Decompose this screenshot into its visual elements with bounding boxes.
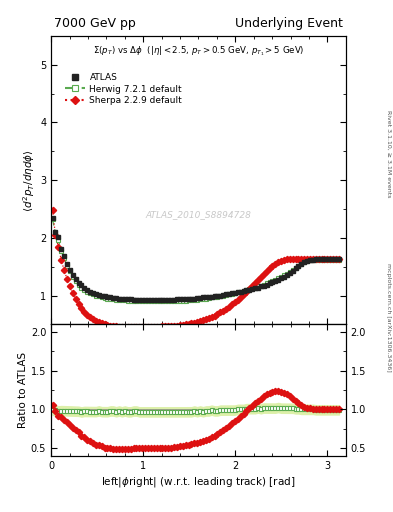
- Sherpa 2.2.9 default: [105, 322, 110, 328]
- Sherpa 2.2.9 default: [224, 306, 228, 312]
- Text: $\Sigma(p_T)$ vs $\Delta\phi$  ($|\eta| < 2.5$, $p_T > 0.5$ GeV, $p_{T_1} > 5$ G: $\Sigma(p_T)$ vs $\Delta\phi$ ($|\eta| <…: [93, 45, 304, 58]
- Sherpa 2.2.9 default: [316, 256, 321, 262]
- Line: Sherpa 2.2.9 default: Sherpa 2.2.9 default: [50, 208, 341, 329]
- Sherpa 2.2.9 default: [337, 256, 342, 262]
- Herwig 7.2.1 default: [337, 257, 342, 263]
- ATLAS: [224, 291, 228, 297]
- Sherpa 2.2.9 default: [50, 207, 55, 214]
- ATLAS: [200, 294, 205, 301]
- ATLAS: [316, 256, 321, 262]
- Herwig 7.2.1 default: [105, 295, 110, 302]
- Y-axis label: Ratio to ATLAS: Ratio to ATLAS: [18, 352, 28, 428]
- Sherpa 2.2.9 default: [117, 324, 121, 330]
- Sherpa 2.2.9 default: [200, 317, 205, 324]
- Sherpa 2.2.9 default: [119, 324, 124, 330]
- Herwig 7.2.1 default: [316, 257, 321, 263]
- Text: mcplots.cern.ch [arXiv:1306.3436]: mcplots.cern.ch [arXiv:1306.3436]: [386, 263, 391, 372]
- Herwig 7.2.1 default: [224, 292, 228, 298]
- Text: 7000 GeV pp: 7000 GeV pp: [54, 17, 136, 30]
- Line: Herwig 7.2.1 default: Herwig 7.2.1 default: [50, 217, 342, 304]
- Sherpa 2.2.9 default: [325, 256, 330, 262]
- ATLAS: [117, 295, 121, 302]
- Text: Underlying Event: Underlying Event: [235, 17, 343, 30]
- ATLAS: [325, 256, 330, 262]
- ATLAS: [131, 296, 136, 303]
- Y-axis label: $\langle d^2 p_T / d\eta d\phi \rangle$: $\langle d^2 p_T / d\eta d\phi \rangle$: [21, 148, 37, 211]
- Herwig 7.2.1 default: [325, 257, 330, 263]
- Line: ATLAS: ATLAS: [50, 216, 341, 302]
- Herwig 7.2.1 default: [137, 298, 142, 305]
- Text: Rivet 3.1.10, ≥ 3.1M events: Rivet 3.1.10, ≥ 3.1M events: [386, 110, 391, 197]
- Herwig 7.2.1 default: [50, 217, 55, 223]
- Herwig 7.2.1 default: [117, 296, 121, 303]
- ATLAS: [50, 215, 55, 221]
- Text: ATLAS_2010_S8894728: ATLAS_2010_S8894728: [145, 210, 252, 219]
- ATLAS: [105, 294, 110, 300]
- Legend: ATLAS, Herwig 7.2.1 default, Sherpa 2.2.9 default: ATLAS, Herwig 7.2.1 default, Sherpa 2.2.…: [61, 69, 186, 109]
- Herwig 7.2.1 default: [200, 296, 205, 302]
- X-axis label: left|$\phi$right| (w.r.t. leading track) [rad]: left|$\phi$right| (w.r.t. leading track)…: [101, 475, 296, 489]
- ATLAS: [337, 256, 342, 262]
